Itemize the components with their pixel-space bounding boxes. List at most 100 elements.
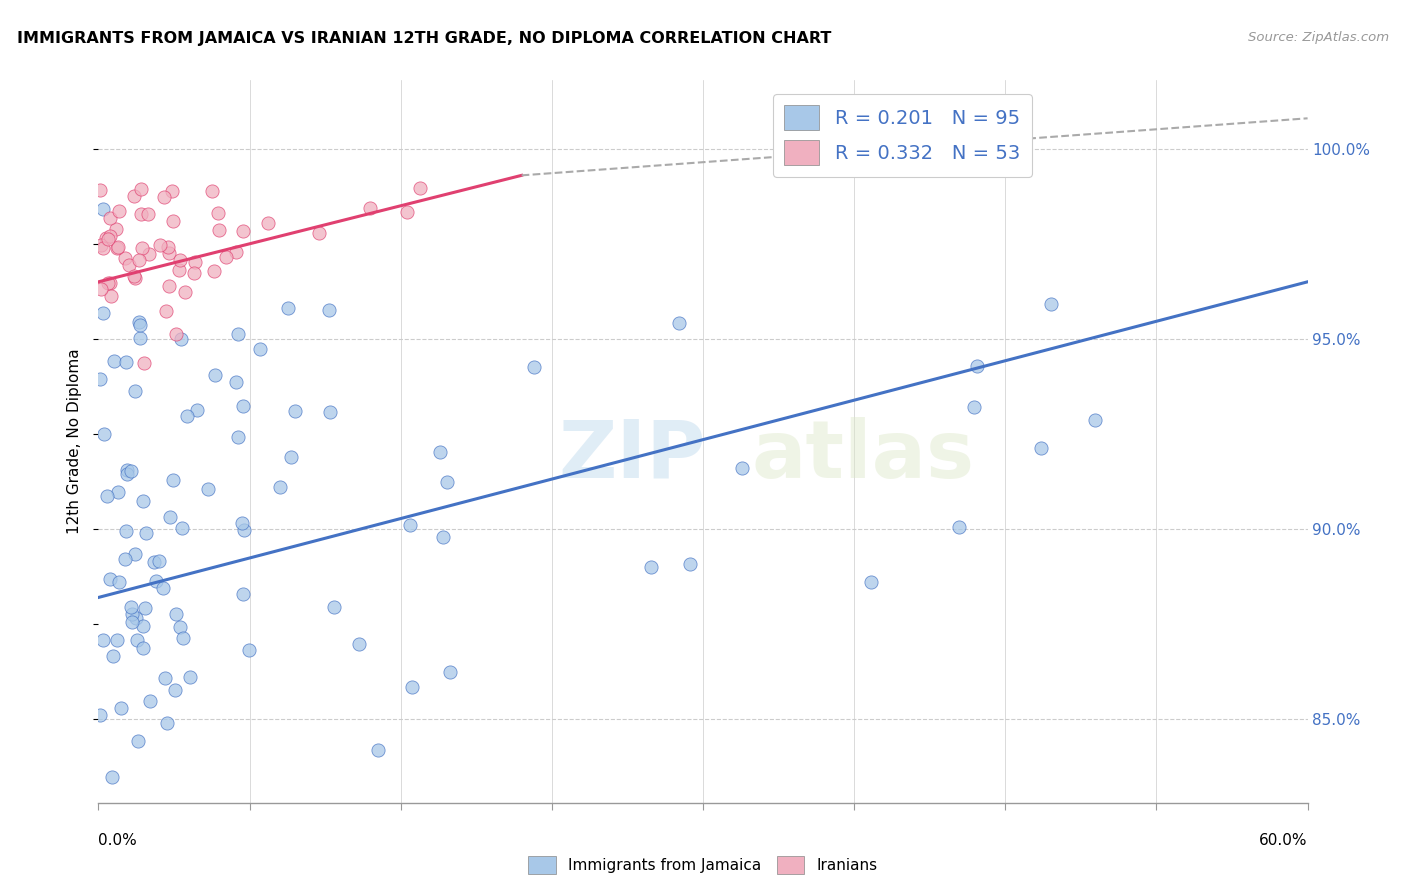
- Point: [436, 475, 458, 490]
- Point: [127, 734, 149, 748]
- Point: [122, 816, 145, 830]
- Point: [184, 255, 207, 269]
- Point: [523, 359, 546, 374]
- Point: [207, 223, 229, 237]
- Point: [731, 460, 754, 475]
- Legend: Immigrants from Jamaica, Iranians: Immigrants from Jamaica, Iranians: [523, 850, 883, 880]
- Point: [96, 489, 118, 503]
- Point: [165, 326, 187, 341]
- Point: [280, 450, 302, 464]
- Point: [226, 429, 249, 443]
- Point: [186, 402, 208, 417]
- Point: [176, 409, 198, 423]
- Point: [226, 326, 249, 341]
- Point: [98, 211, 121, 225]
- Point: [98, 276, 121, 290]
- Point: [183, 266, 205, 280]
- Point: [174, 285, 197, 299]
- Point: [105, 241, 128, 255]
- Point: [128, 252, 150, 267]
- Point: [401, 680, 423, 694]
- Point: [155, 304, 177, 318]
- Point: [108, 203, 131, 218]
- Point: [155, 671, 177, 685]
- Point: [257, 215, 280, 229]
- Point: [668, 316, 690, 330]
- Point: [115, 524, 138, 539]
- Point: [91, 632, 114, 647]
- Point: [202, 264, 225, 278]
- Point: [91, 202, 114, 216]
- Point: [157, 279, 180, 293]
- Point: [117, 467, 139, 482]
- Point: [142, 555, 165, 569]
- Point: [162, 473, 184, 487]
- Point: [215, 250, 238, 264]
- Point: [225, 375, 247, 389]
- Point: [225, 245, 247, 260]
- Point: [115, 463, 138, 477]
- Point: [162, 185, 184, 199]
- Point: [359, 201, 381, 215]
- Point: [124, 269, 146, 284]
- Point: [1084, 413, 1107, 427]
- Point: [153, 189, 176, 203]
- Text: 0.0%: 0.0%: [98, 833, 138, 848]
- Point: [157, 240, 180, 254]
- Point: [148, 554, 170, 568]
- Point: [124, 271, 146, 285]
- Point: [122, 189, 145, 203]
- Point: [105, 632, 128, 647]
- Point: [114, 551, 136, 566]
- Point: [89, 372, 111, 386]
- Point: [124, 611, 146, 625]
- Point: [107, 240, 129, 254]
- Point: [124, 384, 146, 399]
- Point: [145, 574, 167, 589]
- Point: [90, 237, 112, 252]
- Point: [136, 207, 159, 221]
- Point: [165, 607, 187, 621]
- Point: [132, 493, 155, 508]
- Point: [135, 526, 157, 541]
- Point: [100, 573, 122, 587]
- Point: [323, 599, 346, 614]
- Point: [429, 445, 451, 459]
- Point: [138, 247, 160, 261]
- Point: [90, 282, 112, 296]
- Point: [107, 484, 129, 499]
- Point: [169, 252, 191, 267]
- Point: [1029, 441, 1052, 455]
- Point: [170, 332, 193, 346]
- Point: [115, 355, 138, 369]
- Point: [232, 399, 254, 413]
- Point: [172, 521, 194, 535]
- Point: [157, 246, 180, 260]
- Point: [131, 241, 153, 255]
- Point: [159, 509, 181, 524]
- Point: [121, 607, 143, 622]
- Y-axis label: 12th Grade, No Diploma: 12th Grade, No Diploma: [67, 349, 83, 534]
- Text: ZIP: ZIP: [558, 417, 706, 495]
- Point: [91, 241, 114, 255]
- Point: [149, 237, 172, 252]
- Point: [139, 694, 162, 708]
- Point: [640, 559, 662, 574]
- Point: [963, 400, 986, 414]
- Point: [179, 670, 201, 684]
- Point: [129, 182, 152, 196]
- Point: [207, 206, 229, 220]
- Point: [204, 368, 226, 382]
- Point: [125, 632, 148, 647]
- Point: [89, 707, 111, 722]
- Point: [98, 229, 121, 244]
- Point: [409, 180, 432, 194]
- Point: [91, 306, 114, 320]
- Point: [238, 642, 260, 657]
- Text: 60.0%: 60.0%: [1260, 833, 1308, 848]
- Point: [277, 301, 299, 316]
- Point: [97, 276, 120, 290]
- Point: [97, 232, 120, 246]
- Point: [347, 636, 370, 650]
- Point: [156, 715, 179, 730]
